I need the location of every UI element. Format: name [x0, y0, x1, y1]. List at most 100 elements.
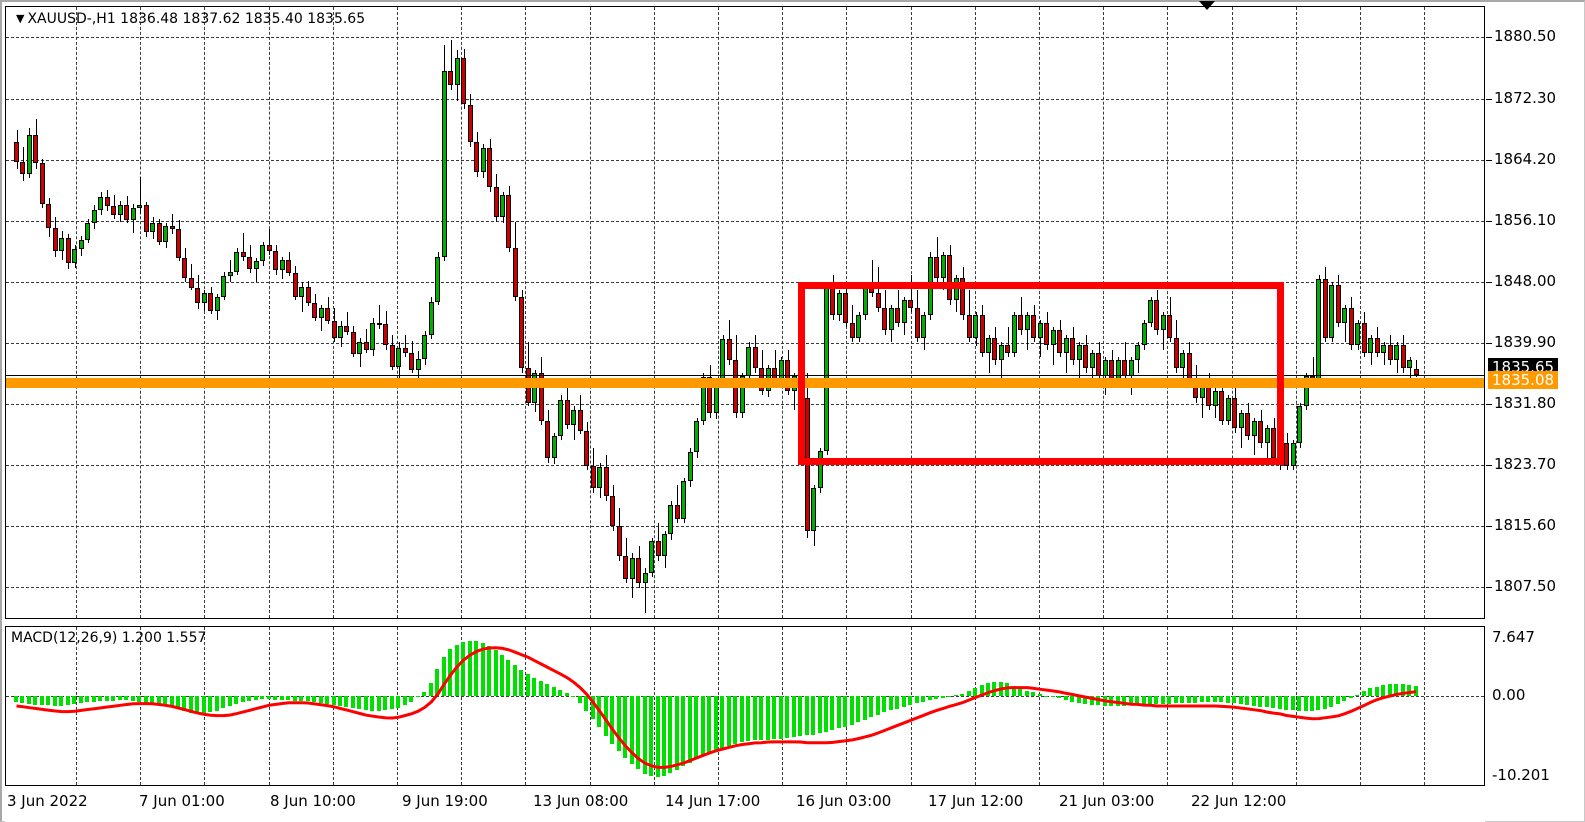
candle-bullish	[1304, 375, 1309, 406]
price-axis[interactable]: 1880.50 1872.30 1864.20 1856.10 1848.00 1839.…	[1486, 0, 1585, 792]
candle-bullish	[416, 358, 421, 370]
time-axis-label: 22 Jun 12:00	[1191, 792, 1287, 810]
candle-bearish	[176, 229, 181, 259]
macd-histogram-bar	[921, 695, 925, 702]
macd-histogram-bar	[1051, 695, 1055, 697]
candle-wick	[256, 258, 257, 283]
macd-histogram-bar	[1077, 695, 1081, 704]
macd-histogram-bar	[532, 677, 536, 696]
macd-histogram-bar	[1316, 695, 1320, 710]
candle-bullish	[558, 399, 563, 436]
candle-bearish	[1005, 345, 1010, 353]
time-gridline	[975, 7, 976, 618]
macd-histogram-bar	[552, 686, 556, 696]
price-chart-pane[interactable]: ▼ XAUUSD-,H1 1836.48 1837.62 1835.40 1835…	[5, 6, 1485, 619]
macd-histogram-bar	[325, 695, 329, 704]
candle-bearish	[753, 346, 758, 369]
price-axis-tick	[1486, 526, 1492, 527]
macd-histogram-bar	[1284, 695, 1288, 710]
candle-bullish	[221, 276, 226, 298]
macd-histogram-bar	[630, 695, 634, 765]
macd-histogram-bar	[882, 695, 886, 712]
candle-bearish	[144, 205, 149, 233]
macd-histogram-bar	[1329, 695, 1333, 707]
macd-histogram-bar	[1090, 695, 1094, 705]
candle-bearish	[409, 352, 414, 370]
macd-histogram-bar	[1401, 684, 1405, 696]
candle-wick	[911, 274, 912, 313]
candle-bearish	[506, 194, 511, 248]
price-axis-tick	[1486, 160, 1492, 161]
macd-histogram-bar	[1116, 695, 1120, 706]
candle-bullish	[396, 348, 401, 367]
price-gridline	[6, 99, 1484, 100]
price-axis-label: 1839.90	[1494, 333, 1557, 351]
macd-histogram-bar	[617, 695, 621, 752]
time-axis-label: 16 Jun 03:00	[796, 792, 892, 810]
candle-bullish	[643, 572, 648, 584]
candle-bearish	[170, 226, 175, 230]
macd-chart-pane[interactable]: MACD(12,26,9) 1.200 1.557	[5, 626, 1485, 786]
macd-histogram-bar	[98, 695, 102, 702]
price-axis-tick	[1486, 587, 1492, 588]
macd-histogram-bar	[792, 695, 796, 738]
macd-histogram-bar	[519, 669, 523, 696]
macd-histogram-bar	[1291, 695, 1295, 710]
macd-histogram-bar	[668, 695, 672, 774]
candle-bullish	[941, 255, 946, 278]
candle-bearish	[364, 342, 369, 350]
candle-bearish	[617, 526, 622, 557]
macd-histogram-bar	[876, 695, 880, 715]
candle-wick	[1410, 357, 1411, 381]
macd-histogram-bar	[830, 695, 834, 731]
macd-histogram-bar	[856, 695, 860, 723]
macd-histogram-bar	[20, 695, 24, 703]
candle-bearish	[707, 377, 712, 414]
macd-histogram-bar	[33, 695, 37, 705]
macd-histogram-bar	[759, 695, 763, 740]
candle-bearish	[1219, 390, 1224, 421]
candle-bearish	[623, 556, 628, 579]
macd-histogram-bar	[701, 695, 705, 756]
candle-bearish	[247, 256, 252, 269]
macd-histogram-bar	[481, 642, 485, 696]
candle-bearish	[584, 431, 589, 466]
time-gridline	[1103, 7, 1104, 618]
candle-wick	[1027, 312, 1028, 350]
support-level-line[interactable]	[6, 378, 1484, 388]
candle-bearish	[33, 134, 38, 164]
macd-histogram-bar	[299, 695, 303, 702]
candle-bearish	[448, 71, 453, 85]
macd-histogram-bar	[720, 695, 724, 748]
symbol-ohlc-text: XAUUSD-,H1 1836.48 1837.62 1835.40 1835.…	[27, 11, 366, 27]
candle-bullish	[1064, 337, 1069, 353]
chevron-down-icon[interactable]: ▼	[16, 12, 25, 25]
candle-bearish	[487, 148, 492, 188]
macd-histogram-bar	[1336, 695, 1340, 705]
macd-histogram-bar	[766, 695, 770, 740]
macd-histogram-bar	[494, 650, 498, 696]
macd-histogram-bar	[895, 695, 899, 709]
time-gridline	[1296, 7, 1297, 618]
macd-axis-label: 7.647	[1492, 628, 1535, 646]
macd-histogram-bar	[1278, 695, 1282, 710]
macd-histogram-bar	[1193, 695, 1197, 703]
range-rectangle-annotation[interactable]	[798, 282, 1284, 465]
macd-histogram-bar	[1206, 695, 1210, 702]
candle-wick	[1131, 357, 1132, 396]
time-axis[interactable]: 3 Jun 2022 7 Jun 01:00 8 Jun 10:00 9 Jun 19…	[5, 787, 1485, 822]
time-gridline	[975, 627, 976, 785]
candle-bearish	[967, 315, 972, 338]
macd-histogram-bar	[662, 695, 666, 776]
candle-bullish	[319, 307, 324, 319]
candle-wick	[1066, 334, 1067, 373]
candle-bearish	[895, 307, 900, 323]
candle-bullish	[740, 375, 745, 414]
candle-bearish	[40, 163, 45, 204]
macd-histogram-bar	[364, 695, 368, 710]
candle-bullish	[552, 435, 557, 459]
macd-histogram-bar	[312, 695, 316, 703]
macd-histogram-bar	[1187, 695, 1191, 703]
macd-histogram-bar	[1129, 695, 1133, 706]
candle-bullish	[1368, 337, 1373, 353]
